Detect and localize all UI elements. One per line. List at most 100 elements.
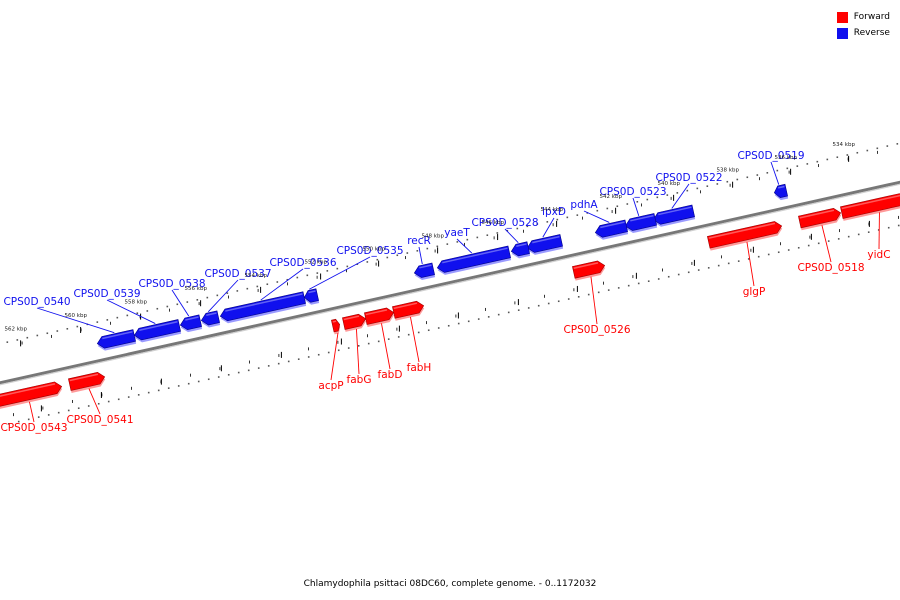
legend-item-forward: Forward <box>836 9 890 25</box>
ruler-dot <box>157 389 160 392</box>
scale-label: 544 kbp <box>541 207 564 213</box>
gene-highlight <box>777 185 785 189</box>
gene-CPS0D_0539 <box>133 319 182 343</box>
gene-label-pdhA: pdhA <box>570 199 598 211</box>
gene-lpxD <box>526 234 564 255</box>
gene-CPS0D_0537 <box>200 310 221 328</box>
ruler-dot <box>546 221 549 223</box>
gene-CPS0D_0526 <box>572 260 606 281</box>
gene-highlight <box>630 214 654 222</box>
gene-label-CPS0D_0538: CPS0D_0538 <box>138 278 205 290</box>
gene-arrow <box>413 262 435 278</box>
ruler-dot <box>237 371 240 374</box>
ruler-dot <box>847 235 850 238</box>
gene-highlight <box>516 243 527 247</box>
ruler-dot <box>57 411 60 414</box>
ruler-dot <box>727 262 730 265</box>
gene-pdhA <box>594 219 629 240</box>
ruler-dot <box>116 316 119 319</box>
ruler-dot <box>447 324 450 327</box>
ruler-dot <box>657 278 660 280</box>
ruler-dot <box>826 158 829 161</box>
scale-label: 538 kbp <box>717 168 740 174</box>
ruler-dot <box>446 243 449 245</box>
ruler-dot <box>226 292 229 294</box>
leader-CPS0D_0537 <box>207 279 239 313</box>
ruler-dot <box>527 307 530 309</box>
ruler-dot <box>176 303 179 306</box>
ruler-dot <box>866 149 869 152</box>
gene-label-CPS0D_0519: CPS0D_0519 <box>737 150 804 162</box>
ruler-dot <box>186 301 189 303</box>
leader-CPS0D_0538 <box>171 289 190 317</box>
gene-label-CPS0D_0523: CPS0D_0523 <box>599 186 666 198</box>
gene-label-CPS0D_0528: CPS0D_0528 <box>471 217 538 229</box>
ruler-dot <box>377 340 380 343</box>
ruler-dot <box>327 351 330 354</box>
gene-highlight <box>0 383 56 399</box>
ruler-dot <box>576 214 579 216</box>
ruler-dot <box>597 291 600 294</box>
leader-lpxD <box>542 217 555 238</box>
ruler-dot <box>557 300 560 303</box>
ruler-dot <box>837 238 840 240</box>
gene-highlight <box>308 290 316 294</box>
gene-label-CPS0D_0522: CPS0D_0522 <box>655 172 722 184</box>
gene-arrow <box>331 318 341 333</box>
gene-label-yidC: yidC <box>867 249 890 261</box>
ruler-dot <box>246 287 249 290</box>
ruler-dot <box>326 270 329 272</box>
ruler-dot <box>836 156 839 159</box>
ruler-dot <box>647 280 650 283</box>
ruler-dot <box>266 283 269 286</box>
ruler-dot <box>757 255 760 258</box>
leader-CPS0D_0528 <box>504 228 519 244</box>
gene-arrow <box>798 207 842 229</box>
ruler-dot <box>87 405 90 407</box>
leader-glgP <box>746 241 755 287</box>
gene-arrow <box>303 288 319 303</box>
gene-CPS0D_0535 <box>303 288 320 305</box>
legend-item-reverse: Reverse <box>836 25 890 41</box>
ruler-dot <box>786 167 789 170</box>
ruler-dot <box>496 232 499 234</box>
ruler-dot <box>267 365 270 367</box>
scale-label: 534 kbp <box>833 142 856 148</box>
gene-arrow <box>68 371 106 391</box>
ruler-dot <box>607 289 610 291</box>
ruler-dot <box>587 293 590 296</box>
ruler-dot <box>596 209 599 212</box>
legend-swatch-reverse <box>836 27 848 39</box>
ruler-dot <box>706 185 709 187</box>
leader-pdhA <box>583 210 610 223</box>
gene-CPS0D_0538 <box>179 314 203 333</box>
ruler-dot <box>676 192 679 194</box>
ruler-dot <box>227 373 230 376</box>
ruler-dot <box>846 154 849 156</box>
gene-CPS0D_0543 <box>0 381 63 410</box>
leader-acpP <box>330 333 339 381</box>
ruler-dot <box>577 296 580 298</box>
ruler-dot <box>357 345 360 347</box>
scale-label: 536 kbp <box>775 155 798 161</box>
ruler-dot <box>677 273 680 276</box>
ruler-dot <box>767 253 770 256</box>
gene-label-CPS0D_0541: CPS0D_0541 <box>66 414 133 426</box>
gene-highlight <box>532 235 560 244</box>
backbone-line <box>0 180 900 385</box>
gene-highlight <box>419 264 432 269</box>
ruler-dot <box>437 327 440 329</box>
ruler-dot <box>427 329 430 332</box>
ruler-dot <box>777 251 780 254</box>
ruler-dot <box>716 183 719 185</box>
ruler-dot <box>37 416 40 418</box>
gene-arrow <box>594 219 628 238</box>
gene-label-lpxD: lpxD <box>542 206 566 218</box>
gene-highlight <box>442 247 508 264</box>
ruler-dot <box>396 254 399 257</box>
ruler-dot <box>96 321 99 323</box>
ruler-dot <box>897 224 900 227</box>
ruler-dot <box>516 227 519 230</box>
scale-label: 556 kbp <box>185 286 208 292</box>
gene-label-CPS0D_0543: CPS0D_0543 <box>0 422 67 434</box>
